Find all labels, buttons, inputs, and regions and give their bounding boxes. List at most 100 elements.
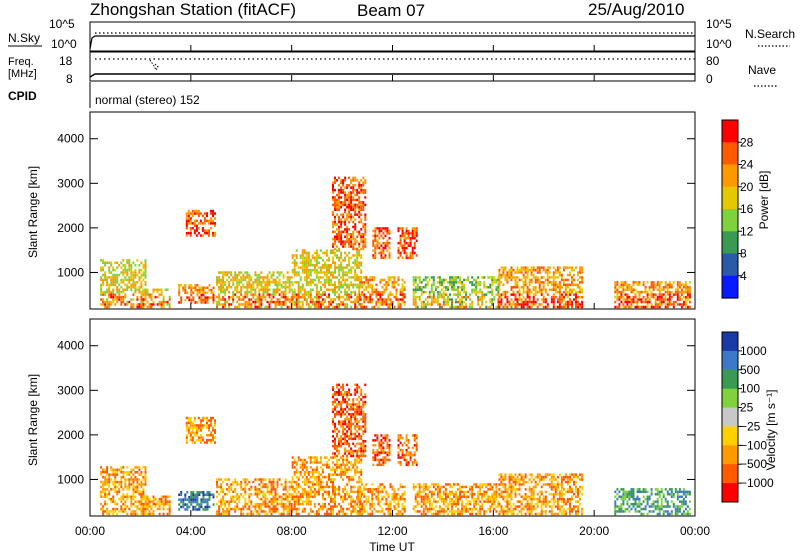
heatmap-cell bbox=[350, 500, 353, 503]
heatmap-cell bbox=[252, 295, 255, 299]
heatmap-cell bbox=[569, 293, 571, 296]
heatmap-cell bbox=[276, 290, 279, 294]
heatmap-cell bbox=[359, 510, 362, 513]
heatmap-cell bbox=[146, 300, 149, 304]
heatmap-cell bbox=[116, 261, 119, 264]
heatmap-cell bbox=[114, 303, 117, 306]
heatmap-cell bbox=[311, 281, 314, 284]
heatmap-cell bbox=[274, 500, 277, 503]
heatmap-cell bbox=[571, 268, 573, 272]
heatmap-cell bbox=[210, 222, 212, 225]
heatmap-cell bbox=[140, 502, 143, 506]
heatmap-cell bbox=[144, 468, 147, 471]
heatmap-cell bbox=[364, 425, 367, 428]
heatmap-cell bbox=[362, 452, 365, 455]
heatmap-cell bbox=[303, 471, 306, 474]
heatmap-cell bbox=[393, 497, 396, 501]
heatmap-cell bbox=[381, 293, 384, 296]
heatmap-cell bbox=[317, 261, 320, 264]
heatmap-cell bbox=[374, 237, 377, 240]
heatmap-cell bbox=[224, 510, 227, 513]
heatmap-cell bbox=[372, 244, 375, 247]
heatmap-cell bbox=[222, 480, 225, 484]
heatmap-cell bbox=[168, 305, 171, 309]
heatmap-cell bbox=[228, 478, 231, 481]
heatmap-cell bbox=[166, 512, 169, 516]
heatmap-cell bbox=[272, 502, 275, 506]
heatmap-cell bbox=[352, 415, 355, 418]
heatmap-cell bbox=[110, 466, 113, 469]
heatmap-cell bbox=[362, 454, 365, 458]
heatmap-cell bbox=[552, 286, 555, 289]
heatmap-cell bbox=[248, 497, 251, 501]
heatmap-cell bbox=[286, 276, 289, 279]
heatmap-cell bbox=[226, 278, 229, 282]
heatmap-cell bbox=[334, 437, 336, 441]
heatmap-cell bbox=[193, 224, 196, 227]
heatmap-cell bbox=[106, 290, 109, 294]
heatmap-cell bbox=[342, 203, 345, 207]
heatmap-cell bbox=[354, 403, 357, 406]
heatmap-cell bbox=[189, 212, 192, 215]
heatmap-cell bbox=[158, 512, 161, 516]
heatmap-cell bbox=[299, 458, 302, 462]
heatmap-cell bbox=[334, 447, 336, 450]
heatmap-cell bbox=[387, 295, 390, 299]
heatmap-cell bbox=[114, 473, 117, 476]
heatmap-cell bbox=[184, 288, 187, 292]
heatmap-cell bbox=[106, 510, 109, 513]
heatmap-cell bbox=[282, 493, 285, 496]
heatmap-cell bbox=[575, 293, 577, 296]
heatmap-cell bbox=[188, 500, 191, 504]
heatmap-cell bbox=[293, 502, 296, 506]
heatmap-cell bbox=[340, 463, 343, 467]
heatmap-cell bbox=[465, 298, 468, 301]
heatmap-cell bbox=[579, 305, 581, 309]
heatmap-cell bbox=[307, 264, 310, 267]
heatmap-cell bbox=[346, 273, 349, 277]
heatmap-cell bbox=[358, 386, 361, 389]
heatmap-cell bbox=[140, 295, 143, 299]
colorbar-swatch bbox=[722, 186, 738, 210]
heatmap-cell bbox=[569, 300, 571, 304]
heatmap-cell bbox=[356, 430, 359, 433]
heatmap-cell bbox=[356, 449, 359, 453]
heatmap-cell bbox=[160, 500, 163, 503]
heatmap-cell bbox=[104, 478, 107, 481]
heatmap-cell bbox=[185, 416, 188, 420]
heatmap-cell bbox=[303, 264, 306, 267]
heatmap-cell bbox=[284, 507, 287, 511]
heatmap-cell bbox=[288, 507, 291, 511]
heatmap-cell bbox=[362, 447, 365, 450]
heatmap-cell bbox=[286, 507, 289, 511]
heatmap-cell bbox=[350, 293, 353, 296]
heatmap-cell bbox=[118, 490, 121, 494]
heatmap-cell bbox=[540, 288, 543, 291]
heatmap-cell bbox=[330, 510, 332, 513]
heatmap-cell bbox=[242, 507, 245, 511]
y-tick-label: 3000 bbox=[57, 176, 84, 190]
heatmap-cell bbox=[369, 505, 372, 508]
heatmap-cell bbox=[350, 425, 353, 428]
power-colorbar-label: Power [dB] bbox=[757, 171, 771, 230]
heatmap-cell bbox=[342, 386, 345, 389]
heatmap-cell bbox=[244, 485, 247, 489]
heatmap-cell bbox=[244, 293, 247, 296]
heatmap-cell bbox=[463, 290, 466, 294]
heatmap-cell bbox=[150, 303, 153, 306]
heatmap-cell bbox=[160, 497, 163, 501]
heatmap-cell bbox=[336, 444, 338, 448]
heatmap-cell bbox=[336, 266, 338, 269]
heatmap-cell bbox=[522, 286, 525, 289]
heatmap-cell bbox=[309, 458, 312, 462]
heatmap-cell bbox=[380, 229, 383, 233]
heatmap-cell bbox=[352, 485, 355, 489]
heatmap-cell bbox=[684, 290, 687, 294]
heatmap-cell bbox=[230, 483, 233, 486]
heatmap-cell bbox=[122, 466, 125, 469]
heatmap-cell bbox=[218, 510, 221, 513]
heatmap-cell bbox=[510, 305, 513, 309]
heatmap-cell bbox=[489, 283, 492, 287]
heatmap-cell bbox=[399, 303, 402, 306]
heatmap-cell bbox=[346, 264, 349, 267]
